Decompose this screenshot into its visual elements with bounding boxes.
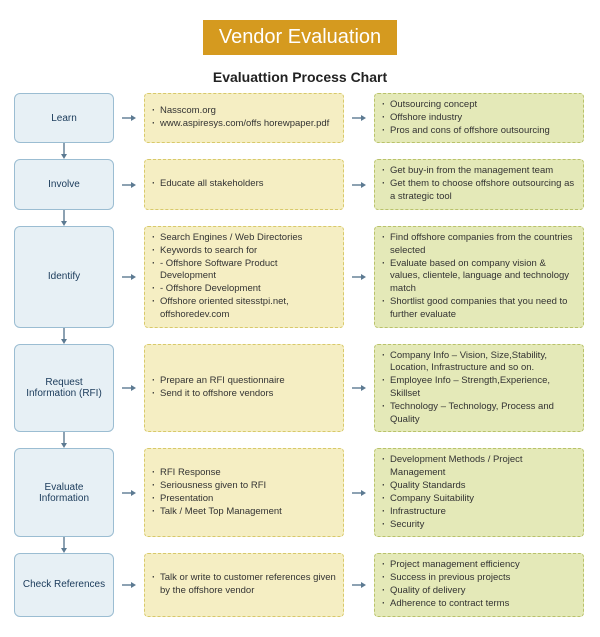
right-box: Find offshore companies from the countri… — [374, 226, 584, 328]
list-item: Find offshore companies from the countri… — [382, 232, 576, 258]
arrow-down-icon — [14, 537, 114, 553]
list-item: Company Suitability — [382, 493, 576, 506]
list-item: Search Engines / Web Directories — [152, 232, 336, 245]
list-item: Quality of delivery — [382, 585, 576, 598]
list-item: Prepare an RFI questionnaire — [152, 375, 336, 388]
list-item: Educate all stakeholders — [152, 178, 336, 191]
flow-connector — [14, 143, 586, 159]
flow-row: Identify Search Engines / Web Directories… — [14, 226, 586, 328]
list-item: Project management efficiency — [382, 559, 576, 572]
list-item: Shortlist good companies that you need t… — [382, 296, 576, 322]
flow-connector — [14, 537, 586, 553]
arrow-right-icon — [352, 448, 366, 537]
arrow-right-icon — [122, 553, 136, 616]
step-box: Involve — [14, 159, 114, 209]
flow-connector — [14, 432, 586, 448]
list-item: Technology – Technology, Process and Qua… — [382, 401, 576, 427]
arrow-right-icon — [352, 553, 366, 616]
arrow-right-icon — [352, 93, 366, 143]
list-item: Security — [382, 519, 576, 532]
list-item: RFI Response — [152, 467, 336, 480]
list-item: Get buy-in from the management team — [382, 165, 576, 178]
right-box: Outsourcing conceptOffshore industryPros… — [374, 93, 584, 143]
arrow-down-icon — [14, 210, 114, 226]
arrow-right-icon — [122, 159, 136, 209]
list-item: Talk / Meet Top Management — [152, 506, 336, 519]
right-box: Development Methods / Project Management… — [374, 448, 584, 537]
flow-row: Check References Talk or write to custome… — [14, 553, 586, 616]
step-box: Check References — [14, 553, 114, 616]
list-item: www.aspiresys.com/offs horewpaper.pdf — [152, 118, 336, 131]
title-banner: Vendor Evaluation — [0, 20, 600, 55]
list-item: Evaluate based on company vision & value… — [382, 258, 576, 296]
mid-box: Prepare an RFI questionnaireSend it to o… — [144, 344, 344, 433]
arrow-right-icon — [122, 93, 136, 143]
list-item: Employee Info – Strength,Experience, Ski… — [382, 375, 576, 401]
step-box: Identify — [14, 226, 114, 328]
list-item: Success in previous projects — [382, 572, 576, 585]
mid-box: Educate all stakeholders — [144, 159, 344, 209]
right-box: Project management efficiencySuccess in … — [374, 553, 584, 616]
arrow-right-icon — [122, 226, 136, 328]
mid-box: Search Engines / Web DirectoriesKeywords… — [144, 226, 344, 328]
list-item: Quality Standards — [382, 480, 576, 493]
step-box: Evaluate Information — [14, 448, 114, 537]
flow-row: Learn Nasscom.orgwww.aspiresys.com/offs h… — [14, 93, 586, 143]
flow-row: Involve Educate all stakeholders Get buy-i… — [14, 159, 586, 209]
list-item: Talk or write to customer references giv… — [152, 572, 336, 598]
right-box: Get buy-in from the management teamGet t… — [374, 159, 584, 209]
list-item: Infrastructure — [382, 506, 576, 519]
page-title: Vendor Evaluation — [203, 20, 397, 55]
list-item: Offshore oriented sitesstpi.net, offshor… — [152, 296, 336, 322]
list-item: Get them to choose offshore outsourcing … — [382, 178, 576, 204]
mid-box: Talk or write to customer references giv… — [144, 553, 344, 616]
arrow-right-icon — [122, 448, 136, 537]
right-box: Company Info – Vision, Size,Stability, L… — [374, 344, 584, 433]
flow-row: Request Information (RFI) Prepare an RFI … — [14, 344, 586, 433]
arrow-right-icon — [352, 159, 366, 209]
arrow-down-icon — [14, 432, 114, 448]
subtitle: Evaluattion Process Chart — [0, 69, 600, 85]
list-item: Adherence to contract terms — [382, 598, 576, 611]
list-item: Company Info – Vision, Size,Stability, L… — [382, 350, 576, 376]
arrow-down-icon — [14, 143, 114, 159]
list-item: Presentation — [152, 493, 336, 506]
list-item: Outsourcing concept — [382, 99, 576, 112]
arrow-right-icon — [352, 344, 366, 433]
flow-row: Evaluate Information RFI ResponseSeriousn… — [14, 448, 586, 537]
list-item: Offshore industry — [382, 112, 576, 125]
list-item: Nasscom.org — [152, 105, 336, 118]
list-item: Development Methods / Project Management — [382, 454, 576, 480]
mid-box: Nasscom.orgwww.aspiresys.com/offs horewp… — [144, 93, 344, 143]
list-subitem: - Offshore Software Product Development — [152, 258, 336, 284]
step-box: Learn — [14, 93, 114, 143]
flow-connector — [14, 328, 586, 344]
flow-connector — [14, 210, 586, 226]
list-item: Keywords to search for — [152, 245, 336, 258]
list-item: Send it to offshore vendors — [152, 388, 336, 401]
arrow-down-icon — [14, 328, 114, 344]
arrow-right-icon — [122, 344, 136, 433]
arrow-right-icon — [352, 226, 366, 328]
list-subitem: - Offshore Development — [152, 283, 336, 296]
list-item: Seriousness given to RFI — [152, 480, 336, 493]
step-box: Request Information (RFI) — [14, 344, 114, 433]
list-item: Pros and cons of offshore outsourcing — [382, 125, 576, 138]
mid-box: RFI ResponseSeriousness given to RFIPres… — [144, 448, 344, 537]
flowchart: Learn Nasscom.orgwww.aspiresys.com/offs h… — [0, 93, 600, 617]
